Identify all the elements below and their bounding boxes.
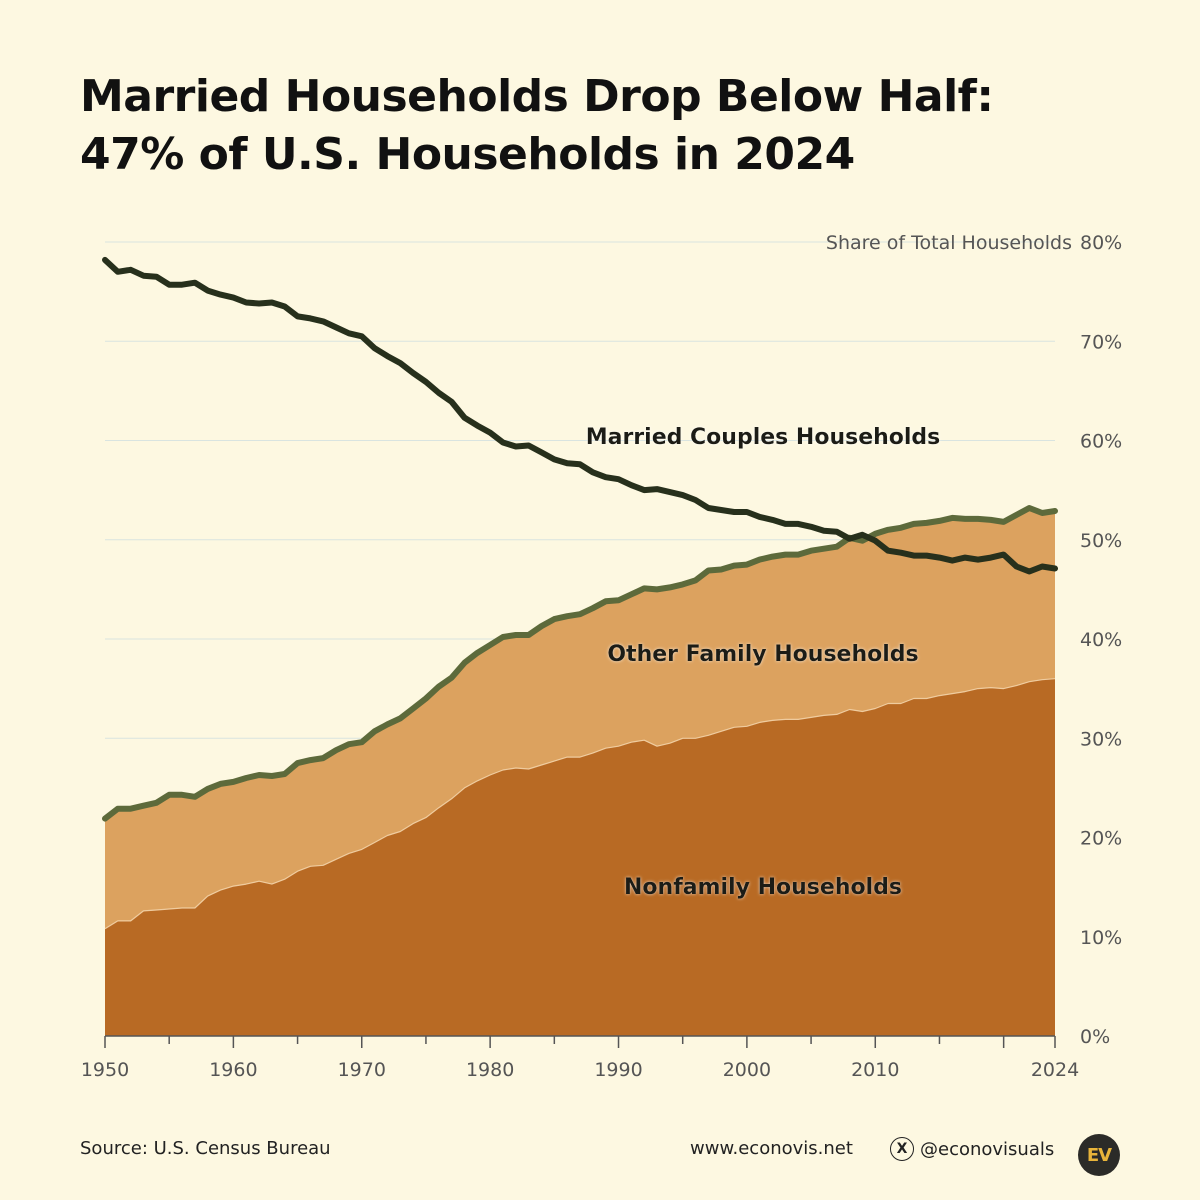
y-tick-label: 60%	[1080, 431, 1122, 453]
y-axis-title: Share of Total Households	[826, 232, 1072, 254]
brand-logo: EV	[1078, 1134, 1120, 1176]
x-tick-label: 1990	[594, 1059, 642, 1081]
source-note: Source: U.S. Census Bureau	[80, 1138, 331, 1159]
nonfamily-label: Nonfamily Households	[624, 875, 902, 900]
social-handle[interactable]: X @econovisuals	[890, 1137, 1054, 1161]
other-family-label: Other Family Households	[607, 642, 918, 667]
y-tick-label: 40%	[1080, 629, 1122, 651]
x-tick-label: 1960	[209, 1059, 257, 1081]
married-couples-label: Married Couples Households	[586, 425, 941, 450]
x-tick-label: 1970	[338, 1059, 386, 1081]
y-tick-label: 10%	[1080, 927, 1122, 949]
x-tick-label: 2010	[851, 1059, 899, 1081]
x-tick-label: 2024	[1031, 1059, 1079, 1081]
website-link[interactable]: www.econovis.net	[690, 1138, 853, 1159]
nonfamily-boundary	[104, 678, 1056, 930]
x-logo-icon: X	[890, 1137, 914, 1161]
y-tick-label: 0%	[1080, 1026, 1110, 1048]
total-households-line	[102, 505, 1058, 822]
title-line-1: Married Households Drop Below Half:	[80, 71, 994, 122]
y-tick-label: 80%	[1080, 232, 1122, 254]
y-axis: 0% 10% 20% 30% 40% 50% 60% 70% 80% Share of Total…	[826, 232, 1122, 1048]
x-axis: 1950 1960 1970 1980 1990 2000 2010 2024	[81, 1035, 1079, 1081]
y-tick-label: 20%	[1080, 828, 1122, 850]
y-tick-label: 70%	[1080, 331, 1122, 353]
title-line-2: 47% of U.S. Households in 2024	[80, 129, 855, 180]
x-tick-label: 2000	[723, 1059, 771, 1081]
handle-text: @econovisuals	[920, 1138, 1055, 1160]
stacked-areas	[104, 508, 1056, 1036]
y-tick-label: 50%	[1080, 530, 1122, 552]
x-tick-label: 1950	[81, 1059, 129, 1081]
married-couples-line	[102, 256, 1058, 575]
y-tick-label: 30%	[1080, 728, 1122, 750]
other-family-area	[105, 508, 1055, 929]
series-lines	[102, 256, 1058, 822]
series-labels: Married Couples Households Other Family H…	[586, 425, 941, 900]
nonfamily-area	[105, 678, 1055, 1036]
chart-title: Married Households Drop Below Half: 47% …	[80, 68, 1120, 184]
x-tick-label: 1980	[466, 1059, 514, 1081]
